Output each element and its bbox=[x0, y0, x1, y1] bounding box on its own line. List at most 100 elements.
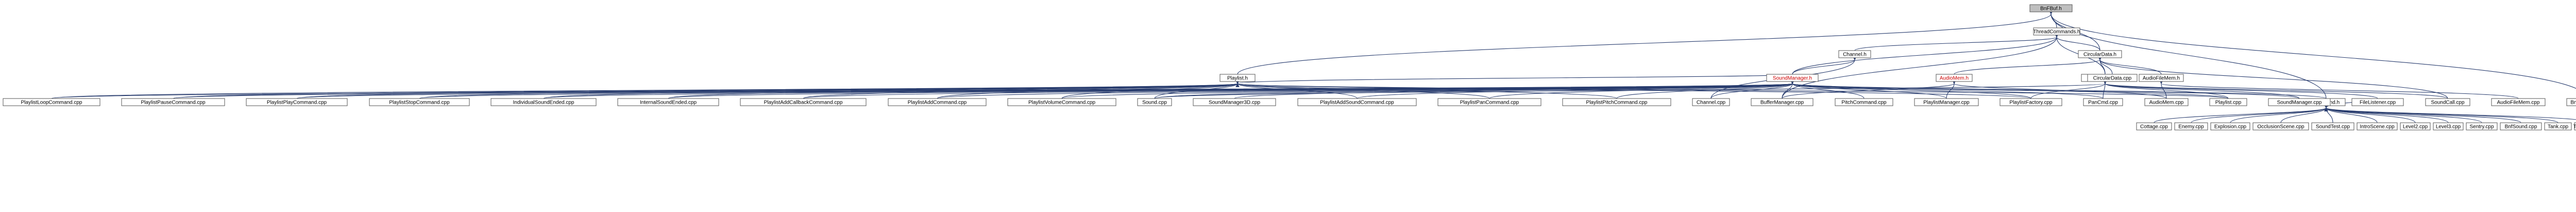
node-box bbox=[1914, 98, 1979, 106]
node-playlistvolumecommand-cpp[interactable]: PlaylistVolumeCommand.cpp bbox=[1007, 98, 1116, 106]
node-bnfbuffer-cpp[interactable]: BnFBuffer.cpp bbox=[2566, 98, 2576, 106]
node-label: Channel.cpp bbox=[1697, 100, 1726, 106]
node-box bbox=[369, 98, 470, 106]
node-occlusionscene-cpp[interactable]: OcclusionScene.cpp bbox=[2252, 122, 2309, 131]
edge-playlistmanager-cpp-to-audiomem-h bbox=[1946, 80, 1956, 99]
node-box bbox=[1766, 74, 1819, 82]
node-playlistmanager-cpp[interactable]: PlaylistManager.cpp bbox=[1914, 98, 1979, 106]
node-label: PitchCommand.cpp bbox=[1841, 100, 1887, 106]
node-box bbox=[888, 98, 987, 106]
node-label: PlaylistManager.cpp bbox=[1923, 100, 1970, 106]
node-label: SoundManager3D.cpp bbox=[1209, 100, 1261, 106]
node-box bbox=[1838, 50, 1871, 58]
edge-soundmanager-h-to-threadcommands-h bbox=[1792, 34, 2059, 75]
node-label: SoundTest.cpp bbox=[2316, 124, 2350, 130]
node-playliststopcommand-cpp[interactable]: PlaylistStopCommand.cpp bbox=[369, 98, 470, 106]
node-playlist-h[interactable]: Playlist.h bbox=[1219, 74, 1256, 82]
node-box bbox=[3, 98, 100, 106]
node-channel-h[interactable]: Channel.h bbox=[1838, 50, 1871, 58]
node-channel-cpp[interactable]: Channel.cpp bbox=[1692, 98, 1730, 106]
edge-circulardata-h-to-threadcommands-h bbox=[2055, 34, 2100, 51]
node-label: PlaylistLoopCommand.cpp bbox=[21, 100, 82, 106]
edge-explosion-cpp-to-bnfsound-h bbox=[2230, 104, 2328, 123]
node-tank-cpp[interactable]: Tank.cpp bbox=[2544, 122, 2572, 131]
node-label: SoundCall.cpp bbox=[2431, 100, 2464, 106]
edge-playlist-cpp-to-soundengine-h bbox=[2103, 79, 2229, 99]
edge-buffermanager-cpp-to-audiomem-h bbox=[1782, 79, 1957, 99]
node-soundtest-cpp[interactable]: SoundTest.cpp bbox=[2311, 122, 2354, 131]
node-audiofilemem-cpp[interactable]: AudioFileMem.cpp bbox=[2491, 98, 2546, 106]
node-soundmanager-cpp[interactable]: SoundManager.cpp bbox=[2268, 98, 2331, 106]
node-playlistaddcallbackcommand-cpp[interactable]: PlaylistAddCallbackCommand.cpp bbox=[740, 98, 867, 106]
node-label: Channel.h bbox=[1843, 52, 1867, 58]
edge-occlusionscene-cpp-to-bnfsound-h bbox=[2280, 104, 2328, 123]
node-label: BnfSound.cpp bbox=[2505, 124, 2537, 130]
node-internalsoundended-cpp[interactable]: InternalSoundEnded.cpp bbox=[617, 98, 719, 106]
node-audiomem-h[interactable]: AudioMem.h bbox=[1936, 74, 1973, 82]
node-box bbox=[1999, 98, 2062, 106]
node-soundmanager-h[interactable]: SoundManager.h bbox=[1766, 74, 1819, 82]
node-box bbox=[2400, 122, 2431, 131]
node-circulardata-cpp[interactable]: CircularData.cpp bbox=[2087, 74, 2138, 82]
node-label: PlaylistAddCommand.cpp bbox=[908, 100, 967, 106]
node-circulardata-h[interactable]: CircularData.h bbox=[2078, 50, 2122, 58]
node-label: Sentry.cpp bbox=[2469, 124, 2494, 130]
node-bnfbuf-h[interactable]: BnFBuf.h bbox=[2029, 4, 2073, 12]
node-box bbox=[2209, 98, 2247, 106]
node-sentry-cpp[interactable]: Sentry.cpp bbox=[2466, 122, 2498, 131]
node-audiomem-cpp[interactable]: AudioMem.cpp bbox=[2144, 98, 2189, 106]
node-level3-cpp[interactable]: Level3.cpp bbox=[2433, 122, 2464, 131]
edge-cottage-cpp-to-bnfsound-h bbox=[2154, 104, 2329, 123]
node-playlistpitchcommand-cpp[interactable]: PlaylistPitchCommand.cpp bbox=[1562, 98, 1671, 106]
node-explosion-cpp[interactable]: Explosion.cpp bbox=[2210, 122, 2250, 131]
node-level2-cpp[interactable]: Level2.cpp bbox=[2400, 122, 2431, 131]
node-playlistaddcommand-cpp[interactable]: PlaylistAddCommand.cpp bbox=[888, 98, 987, 106]
node-label: SoundManager.h bbox=[1773, 76, 1812, 81]
node-soundmanager3d-cpp[interactable]: SoundManager3D.cpp bbox=[1193, 98, 1276, 106]
node-audiofilemem-h[interactable]: AudioFileMem.h bbox=[2139, 74, 2184, 82]
node-playlistpancommand-cpp[interactable]: PlaylistPanCommand.cpp bbox=[1437, 98, 1541, 106]
edge-introscene-cpp-to-bnfsound-h bbox=[2324, 104, 2378, 123]
node-soundcall-cpp[interactable]: SoundCall.cpp bbox=[2425, 98, 2470, 106]
node-playlistpausecommand-cpp[interactable]: PlaylistPauseCommand.cpp bbox=[121, 98, 225, 106]
node-cottage-cpp[interactable]: Cottage.cpp bbox=[2136, 122, 2172, 131]
node-threadcommands-h[interactable]: ThreadCommands.h bbox=[2033, 27, 2080, 36]
node-individualsoundended-cpp[interactable]: IndividualSoundEnded.cpp bbox=[490, 98, 597, 106]
node-box bbox=[2357, 122, 2398, 131]
node-box bbox=[2574, 122, 2576, 131]
node-introscene-cpp[interactable]: IntroScene.cpp bbox=[2357, 122, 2398, 131]
node-box bbox=[2433, 122, 2464, 131]
node-playlistplaycommand-cpp[interactable]: PlaylistPlayCommand.cpp bbox=[246, 98, 348, 106]
node-label: BufferManager.cpp bbox=[1760, 100, 1804, 106]
edge-soundmanager-h-to-channel-h bbox=[1792, 56, 1857, 75]
node-box bbox=[617, 98, 719, 106]
edge-bnfbuffer-cpp-to-bnfbuf-h bbox=[2049, 10, 2576, 89]
node-label: PlaylistPanCommand.cpp bbox=[1460, 100, 1519, 106]
edge-level3-cpp-to-bnfsound-h bbox=[2324, 104, 2449, 123]
node-label: InternalSoundEnded.cpp bbox=[640, 100, 697, 106]
node-tankscene-cpp[interactable]: TankScene.cpp bbox=[2573, 122, 2576, 131]
node-label: ThreadCommands.h bbox=[2033, 29, 2080, 35]
node-box bbox=[2139, 74, 2184, 82]
node-box bbox=[740, 98, 867, 106]
node-pitchcommand-cpp[interactable]: PitchCommand.cpp bbox=[1835, 98, 1893, 106]
edge-audiofilemem-h-to-circulardata-h bbox=[2098, 56, 2162, 75]
node-enemy-cpp[interactable]: Enemy.cpp bbox=[2174, 122, 2208, 131]
node-playlistaddsoundcommand-cpp[interactable]: PlaylistAddSoundCommand.cpp bbox=[1297, 98, 1417, 106]
node-playlist-cpp[interactable]: Playlist.cpp bbox=[2209, 98, 2247, 106]
node-box bbox=[1835, 98, 1893, 106]
edge-soundcall-cpp-to-soundengine-h bbox=[2103, 79, 2448, 99]
edge-pitchcommand-cpp-to-soundmanager-h bbox=[1790, 80, 1865, 99]
node-filelistener-cpp[interactable]: FileListener.cpp bbox=[2351, 98, 2404, 106]
node-buffermanager-cpp[interactable]: BufferManager.cpp bbox=[1751, 98, 1814, 106]
node-bnfsound-cpp[interactable]: BnfSound.cpp bbox=[2500, 122, 2542, 131]
edge-circulardata-cpp-to-circulardata-h bbox=[2098, 56, 2113, 75]
edge-audiomem-h-to-circulardata-h bbox=[1954, 56, 2103, 75]
node-playlistfactory-cpp[interactable]: PlaylistFactory.cpp bbox=[1999, 98, 2062, 106]
node-label: PlaylistAddSoundCommand.cpp bbox=[1320, 100, 1394, 106]
node-pancmd-cpp[interactable]: PanCmd.cpp bbox=[2083, 98, 2123, 106]
node-box bbox=[2174, 122, 2208, 131]
node-label: FileListener.cpp bbox=[2360, 100, 2396, 106]
node-playlistloopcommand-cpp[interactable]: PlaylistLoopCommand.cpp bbox=[3, 98, 100, 106]
node-sound-cpp[interactable]: Sound.cpp bbox=[1137, 98, 1172, 106]
